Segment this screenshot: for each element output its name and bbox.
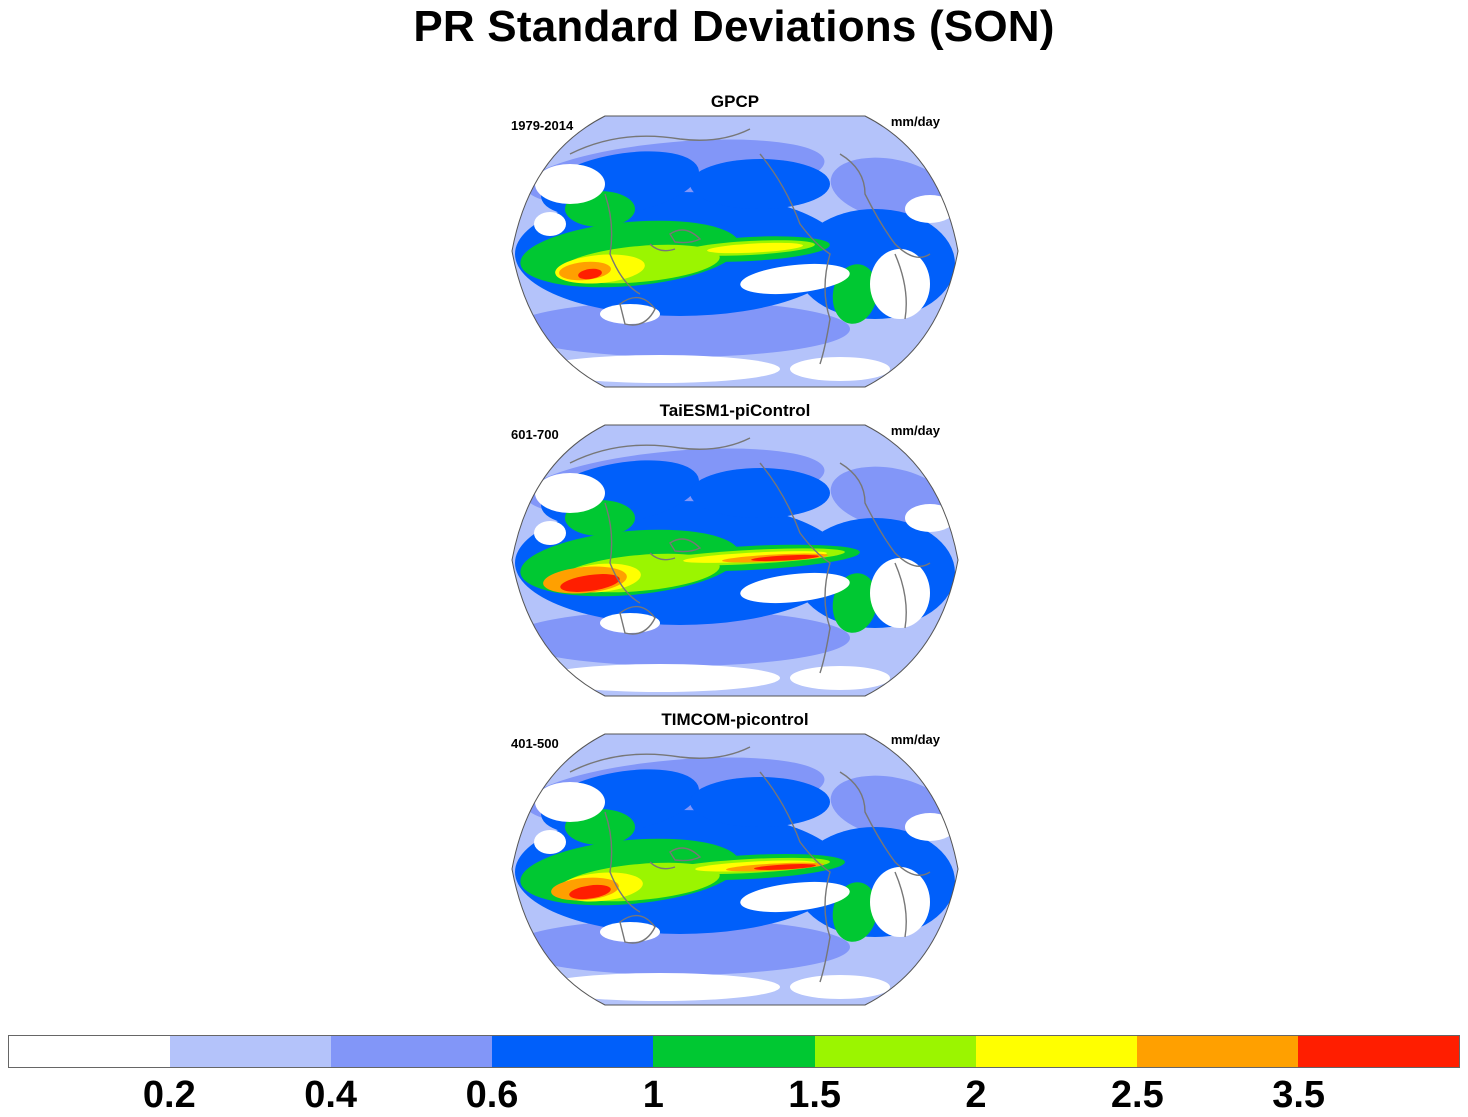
colorbar-swatch bbox=[814, 1036, 976, 1067]
panel-title: TIMCOM-picontrol bbox=[661, 710, 809, 729]
colorbar-tick-label: 2 bbox=[965, 1074, 987, 1116]
colorbar-swatch bbox=[331, 1036, 493, 1067]
colorbar-tick-label: 1.5 bbox=[788, 1074, 842, 1116]
panel-title: TaiESM1-piControl bbox=[659, 401, 811, 420]
colorbar-tick-label: 0.6 bbox=[465, 1074, 519, 1116]
colorbar-tick-label: 0.2 bbox=[142, 1074, 196, 1116]
precip-std-map bbox=[510, 423, 960, 698]
colorbar-swatch bbox=[170, 1036, 332, 1067]
colorbar-tick-label: 0.4 bbox=[304, 1074, 358, 1116]
panel-title: GPCP bbox=[710, 92, 760, 111]
colorbar-tick-label: 3.5 bbox=[1272, 1074, 1326, 1116]
colorbar-swatch bbox=[9, 1036, 171, 1067]
panel-period: 601-700 bbox=[511, 427, 559, 442]
colorbar-swatch bbox=[1297, 1036, 1459, 1067]
panel-units: mm/day bbox=[890, 732, 940, 747]
colorbar bbox=[8, 1035, 1460, 1068]
panel-taiesm1: TaiESM1-piControl 601-700 mm/day bbox=[505, 401, 965, 709]
panel-units: mm/day bbox=[890, 114, 940, 129]
panel-units: mm/day bbox=[890, 423, 940, 438]
figure-title: PR Standard Deviations (SON) bbox=[413, 2, 1055, 51]
colorbar-swatch bbox=[1136, 1036, 1298, 1067]
colorbar-swatch bbox=[975, 1036, 1137, 1067]
colorbar-tick-label: 2.5 bbox=[1110, 1074, 1164, 1116]
colorbar-swatch bbox=[653, 1036, 815, 1067]
panel-gpcp: GPCP 1979-2014 mm/day bbox=[505, 92, 965, 400]
colorbar-tick-labels: 0.2 0.4 0.6 1 1.5 2 2.5 3.5 bbox=[8, 1074, 1460, 1116]
precip-std-map bbox=[510, 114, 960, 389]
colorbar-tick-label: 1 bbox=[642, 1074, 664, 1116]
panel-period: 1979-2014 bbox=[511, 118, 574, 133]
panel-timcom: TIMCOM-picontrol 401-500 mm/day bbox=[505, 710, 965, 1018]
colorbar-swatch bbox=[492, 1036, 654, 1067]
panel-period: 401-500 bbox=[511, 736, 559, 751]
precip-std-map bbox=[510, 732, 960, 1007]
